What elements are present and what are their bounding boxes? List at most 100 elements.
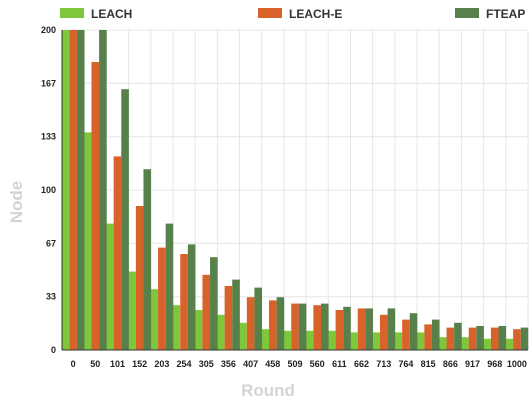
x-tick-label: 152 bbox=[132, 359, 147, 369]
bar-leach-152 bbox=[128, 271, 136, 350]
x-tick-label: 968 bbox=[487, 359, 502, 369]
bar-leach-356 bbox=[217, 314, 225, 350]
y-tick-label: 167 bbox=[41, 78, 56, 88]
legend-swatch-fteap bbox=[455, 8, 479, 18]
y-tick-label: 200 bbox=[41, 25, 56, 35]
bar-fteap-611 bbox=[343, 306, 351, 350]
bar-leach-305 bbox=[194, 310, 203, 350]
bar-leach-e-407 bbox=[246, 297, 255, 350]
bar-leach-e-152 bbox=[135, 206, 144, 350]
bar-fteap-458 bbox=[276, 297, 285, 350]
bar-fteap-815 bbox=[431, 319, 440, 350]
y-tick-label: 33 bbox=[46, 292, 56, 302]
bar-leach-254 bbox=[172, 305, 181, 350]
x-tick-label: 917 bbox=[465, 359, 480, 369]
bar-leach-662 bbox=[350, 332, 358, 350]
bar-leach-560 bbox=[305, 330, 314, 350]
x-tick-label: 407 bbox=[243, 359, 258, 369]
bar-fteap-50 bbox=[99, 30, 107, 350]
legend-swatch-leach-e bbox=[258, 8, 282, 18]
x-tick-label: 101 bbox=[110, 359, 125, 369]
bar-leach-e-50 bbox=[91, 62, 100, 350]
x-tick-label: 764 bbox=[398, 359, 413, 369]
bar-leach-e-458 bbox=[269, 300, 277, 350]
bar-fteap-509 bbox=[298, 303, 307, 350]
x-tick-label: 713 bbox=[376, 359, 391, 369]
bar-fteap-968 bbox=[498, 326, 507, 350]
bar-leach-866 bbox=[438, 337, 447, 350]
bar-fteap-764 bbox=[409, 313, 418, 350]
bar-fteap-305 bbox=[210, 257, 218, 350]
legend-label-leach: LEACH bbox=[91, 7, 132, 21]
x-tick-label: 815 bbox=[421, 359, 436, 369]
x-tick-label: 0 bbox=[71, 359, 76, 369]
bar-leach-e-560 bbox=[313, 305, 321, 350]
x-tick-label: 560 bbox=[310, 359, 325, 369]
bar-fteap-560 bbox=[320, 303, 329, 350]
x-tick-label: 356 bbox=[221, 359, 236, 369]
x-ticks: 0 50 101 152 203 254 305 356 407 458 509 560 611 662 7… bbox=[71, 359, 527, 369]
bar-leach-e-866 bbox=[446, 327, 455, 350]
bar-fteap-866 bbox=[454, 322, 462, 350]
bar-fteap-662 bbox=[365, 308, 373, 350]
bar-fteap-152 bbox=[143, 169, 152, 350]
bar-fteap-407 bbox=[254, 287, 263, 350]
x-tick-label: 1000 bbox=[507, 359, 527, 369]
bar-leach-e-1000 bbox=[513, 329, 521, 350]
bar-fteap-1000 bbox=[520, 327, 529, 350]
bar-leach-101 bbox=[106, 223, 114, 350]
x-tick-label: 662 bbox=[354, 359, 369, 369]
bar-leach-407 bbox=[239, 322, 247, 350]
y-tick-label: 67 bbox=[46, 238, 56, 248]
bar-fteap-101 bbox=[121, 89, 129, 350]
bar-fteap-917 bbox=[476, 326, 484, 350]
bar-leach-764 bbox=[394, 332, 403, 350]
bar-leach-e-509 bbox=[291, 303, 299, 350]
x-tick-label: 866 bbox=[443, 359, 458, 369]
x-tick-label: 458 bbox=[265, 359, 280, 369]
bar-fteap-254 bbox=[187, 244, 196, 350]
bar-leach-e-815 bbox=[424, 324, 432, 350]
x-tick-label: 611 bbox=[332, 359, 347, 369]
bar-leach-e-917 bbox=[468, 327, 477, 350]
bar-leach-611 bbox=[327, 330, 336, 350]
bar-leach-917 bbox=[461, 337, 469, 350]
bar-leach-e-0 bbox=[69, 30, 77, 350]
bar-leach-458 bbox=[261, 329, 270, 350]
bar-leach-e-968 bbox=[490, 327, 499, 350]
bar-leach-968 bbox=[483, 338, 491, 350]
legend: LEACH LEACH-E FTEAP bbox=[60, 7, 525, 21]
x-axis-title: Round bbox=[241, 381, 295, 400]
legend-label-leach-e: LEACH-E bbox=[289, 7, 342, 21]
bar-leach-e-203 bbox=[158, 247, 166, 350]
x-tick-label: 509 bbox=[287, 359, 302, 369]
bar-leach-203 bbox=[150, 289, 159, 350]
bar-leach-815 bbox=[416, 332, 425, 350]
bar-leach-509 bbox=[283, 330, 292, 350]
x-tick-label: 203 bbox=[154, 359, 169, 369]
bar-leach-e-305 bbox=[202, 274, 211, 350]
x-tick-label: 50 bbox=[90, 359, 100, 369]
y-tick-label: 0 bbox=[51, 345, 56, 355]
y-tick-label: 133 bbox=[41, 132, 56, 142]
bar-leach-e-764 bbox=[402, 319, 410, 350]
bars bbox=[61, 30, 529, 350]
bar-leach-e-254 bbox=[180, 254, 188, 350]
bar-leach-713 bbox=[372, 332, 380, 350]
bar-fteap-713 bbox=[387, 308, 396, 350]
bar-leach-e-356 bbox=[224, 286, 233, 350]
y-axis-title: Node bbox=[7, 181, 26, 224]
bar-fteap-203 bbox=[165, 223, 174, 350]
bar-leach-e-611 bbox=[335, 310, 344, 350]
bar-leach-e-101 bbox=[113, 156, 122, 350]
x-tick-label: 254 bbox=[177, 359, 192, 369]
x-tick-label: 305 bbox=[199, 359, 214, 369]
bar-fteap-356 bbox=[232, 279, 240, 350]
y-ticks: 0 33 67 100 133 167 200 bbox=[41, 25, 56, 355]
bar-leach-e-713 bbox=[379, 314, 388, 350]
bar-leach-0 bbox=[61, 30, 70, 350]
y-tick-label: 100 bbox=[41, 185, 56, 195]
bar-fteap-0 bbox=[76, 30, 85, 350]
bar-leach-e-662 bbox=[357, 308, 366, 350]
